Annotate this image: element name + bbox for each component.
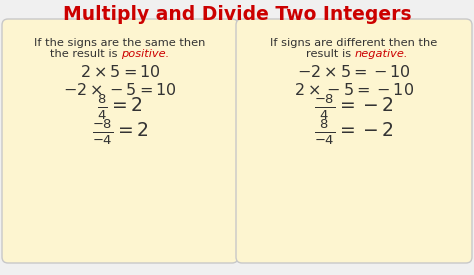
Text: If the signs are the same then: If the signs are the same then <box>34 38 206 48</box>
Text: $-2\times5=-10$: $-2\times5=-10$ <box>297 64 411 80</box>
Text: $2\times-5=-10$: $2\times-5=-10$ <box>294 82 414 98</box>
Text: the result is: the result is <box>50 49 121 59</box>
Text: negative.: negative. <box>355 49 409 59</box>
Text: $\frac{8}{4}=2$: $\frac{8}{4}=2$ <box>97 92 143 122</box>
Text: $\frac{8}{-4}=-2$: $\frac{8}{-4}=-2$ <box>314 117 394 147</box>
Text: $\frac{-8}{4}=-2$: $\frac{-8}{4}=-2$ <box>314 92 394 122</box>
FancyBboxPatch shape <box>2 19 238 263</box>
Text: result is: result is <box>306 49 355 59</box>
Text: $-2\times-5=10$: $-2\times-5=10$ <box>63 82 177 98</box>
FancyBboxPatch shape <box>236 19 472 263</box>
Text: positive.: positive. <box>121 49 169 59</box>
Text: Multiply and Divide Two Integers: Multiply and Divide Two Integers <box>63 4 411 23</box>
Text: If signs are different then the: If signs are different then the <box>270 38 438 48</box>
Text: $\frac{-8}{-4}=2$: $\frac{-8}{-4}=2$ <box>91 117 148 147</box>
Text: $2\times5=10$: $2\times5=10$ <box>80 64 160 80</box>
